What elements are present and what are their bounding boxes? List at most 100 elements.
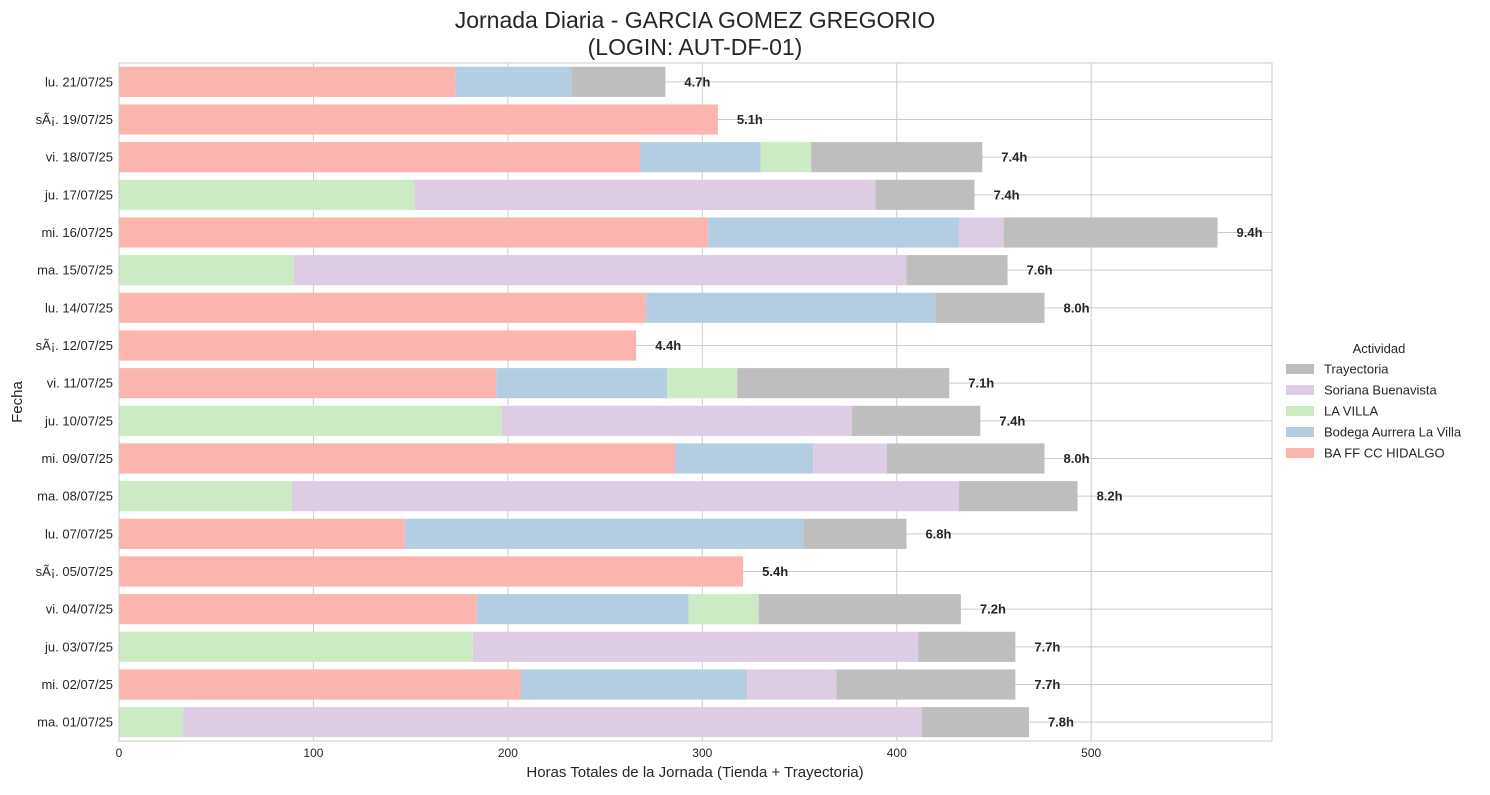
bar-segment: [119, 631, 473, 662]
plot-background: [119, 63, 1272, 741]
total-hours-label: 7.8h: [1048, 715, 1074, 730]
y-tick-label: lu. 21/07/25: [45, 74, 113, 89]
x-tick-label: 300: [692, 746, 712, 760]
bar-segment: [1003, 217, 1218, 248]
total-hours-label: 8.0h: [1064, 300, 1090, 315]
x-axis-label: Horas Totales de la Jornada (Tienda + Tr…: [526, 764, 863, 781]
bar-segment: [935, 292, 1045, 323]
bar-segment: [119, 669, 522, 700]
y-tick-label: ju. 10/07/25: [44, 413, 113, 428]
total-hours-label: 8.2h: [1097, 489, 1123, 504]
bar-segment: [747, 669, 837, 700]
y-tick-label: lu. 07/07/25: [45, 526, 113, 541]
bar-segment: [813, 443, 888, 474]
legend-entry-label: BA FF CC HIDALGO: [1324, 446, 1445, 461]
legend-title: Actividad: [1353, 341, 1406, 356]
bar-segment: [645, 292, 936, 323]
bar-segment: [472, 631, 919, 662]
total-hours-label: 5.1h: [737, 112, 763, 127]
bar-segment: [119, 292, 646, 323]
bar-segment: [455, 66, 573, 97]
y-tick-label: vi. 04/07/25: [46, 602, 113, 617]
total-hours-label: 5.4h: [762, 564, 788, 579]
bar-segment: [922, 707, 1029, 738]
legend-swatch: [1286, 448, 1314, 458]
bar-segment: [836, 669, 1016, 700]
x-tick-label: 500: [1081, 746, 1101, 760]
bar-segment: [572, 66, 666, 97]
legend-swatch: [1286, 364, 1314, 374]
bar-segment: [119, 556, 744, 587]
bar-segment: [760, 142, 812, 173]
bar-segment: [887, 443, 1045, 474]
bar-segment: [119, 368, 497, 399]
bar-segment: [119, 518, 405, 549]
total-hours-label: 9.4h: [1237, 225, 1263, 240]
total-hours-label: 7.4h: [999, 413, 1025, 428]
legend-entry-label: Trayectoria: [1324, 362, 1389, 377]
y-tick-label: mi. 09/07/25: [41, 451, 113, 466]
y-tick-label: ma. 15/07/25: [37, 263, 113, 278]
y-tick-label: sÃ¡. 19/07/25: [36, 112, 113, 127]
x-tick-label: 0: [116, 746, 123, 760]
bar-segment: [119, 481, 293, 512]
x-tick-label: 200: [498, 746, 518, 760]
chart-title: Jornada Diaria - GARCIA GOMEZ GREGORIO: [455, 7, 936, 33]
bar-segment: [119, 255, 294, 286]
bar-segment: [758, 594, 961, 625]
y-tick-label: sÃ¡. 12/07/25: [36, 338, 113, 353]
bar-segment: [119, 594, 477, 625]
legend-swatch: [1286, 385, 1314, 395]
total-hours-label: 7.7h: [1034, 639, 1060, 654]
total-hours-label: 7.4h: [1001, 150, 1027, 165]
y-tick-label: ma. 01/07/25: [37, 715, 113, 730]
bar-segment: [119, 179, 415, 210]
total-hours-label: 7.7h: [1034, 677, 1060, 692]
bar-segment: [958, 217, 1004, 248]
bar-segment: [292, 481, 959, 512]
total-hours-label: 4.4h: [655, 338, 681, 353]
y-tick-label: mi. 02/07/25: [41, 677, 113, 692]
legend-entry-label: Bodega Aurrera La Villa: [1324, 425, 1462, 440]
bar-segment: [852, 405, 981, 436]
y-tick-label: sÃ¡. 05/07/25: [36, 564, 113, 579]
legend-entry-label: LA VILLA: [1324, 404, 1379, 419]
bar-segment: [640, 142, 761, 173]
bar-segment: [803, 518, 907, 549]
bar-segment: [293, 255, 907, 286]
bar-segment: [737, 368, 950, 399]
y-tick-label: lu. 14/07/25: [45, 300, 113, 315]
bar-segment: [183, 707, 923, 738]
bar-segment: [918, 631, 1016, 662]
bar-segment: [404, 518, 804, 549]
bar-segment: [414, 179, 876, 210]
legend-swatch: [1286, 427, 1314, 437]
y-tick-label: mi. 16/07/25: [41, 225, 113, 240]
bar-segment: [119, 142, 641, 173]
y-tick-label: ju. 17/07/25: [44, 187, 113, 202]
bar-segment: [119, 217, 709, 248]
total-hours-label: 7.4h: [994, 187, 1020, 202]
total-hours-label: 7.2h: [980, 602, 1006, 617]
bar-segment: [521, 669, 748, 700]
bar-segment: [496, 368, 668, 399]
y-tick-label: vi. 11/07/25: [47, 376, 113, 391]
bar-segment: [502, 405, 853, 436]
plot-frame: [118, 62, 1273, 742]
legend-swatch: [1286, 406, 1314, 416]
plot-area: 0 100 200 300 400 500 lu. 21/07/25 sÃ¡. 19/07/2…: [36, 62, 1273, 760]
bar-segment: [875, 179, 975, 210]
bar-segment: [119, 330, 637, 361]
bar-segment: [675, 443, 814, 474]
bar-segment: [667, 368, 738, 399]
bar-segment: [958, 481, 1078, 512]
bar-segment: [476, 594, 689, 625]
bar-segment: [119, 707, 184, 738]
bar-segment: [119, 405, 503, 436]
legend-entry-label: Soriana Buenavista: [1324, 383, 1438, 398]
bar-segment: [688, 594, 759, 625]
bar-segment: [811, 142, 983, 173]
bar-segment: [119, 104, 718, 135]
